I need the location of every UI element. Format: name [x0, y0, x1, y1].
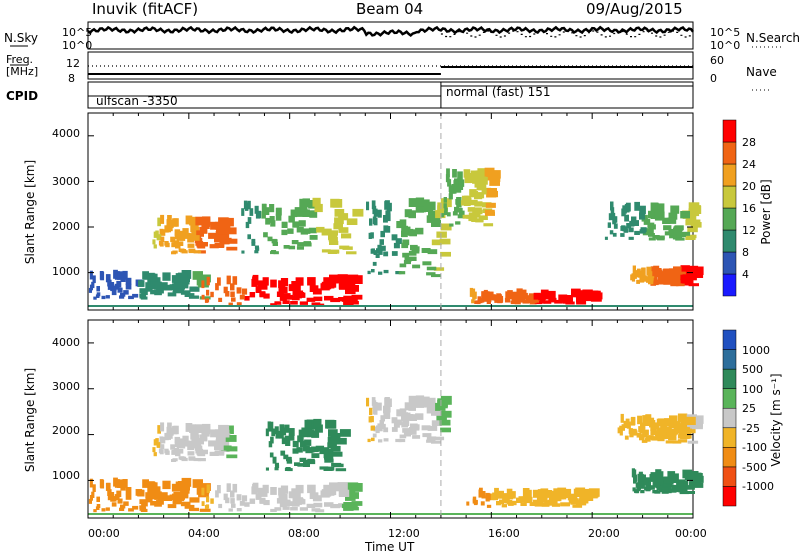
velocity-ytick-3000: 3000 — [52, 380, 80, 393]
velocity-colorbar-tick-6: -500 — [742, 460, 767, 474]
beam-title: Beam 04 — [356, 0, 424, 18]
power-ytick-2000: 2000 — [52, 220, 80, 233]
power-colorbar-tick-4: 12 — [742, 224, 756, 237]
velocity-region-4 — [366, 395, 452, 444]
power-colorbar-swatch-4 — [722, 185, 737, 209]
velocity-colorbar-swatch-4 — [722, 407, 737, 429]
velocity-region-7 — [617, 413, 704, 444]
power-colorbar-swatch-5 — [722, 163, 737, 187]
nave-tick-top: 60 — [710, 54, 724, 67]
velocity-ytick-4000: 4000 — [52, 336, 80, 349]
velocity-ylabel: Slant Range [km] — [23, 367, 37, 473]
cpid-panel — [87, 81, 694, 109]
power-colorbar-tick-2: 20 — [742, 180, 756, 193]
nsky-line — [87, 25, 694, 38]
power-colorbar-swatch-1 — [722, 251, 737, 275]
velocity-ytick-1000: 1000 — [52, 469, 80, 482]
xtick-3: 12:00 — [388, 527, 420, 540]
power-region-8 — [604, 201, 702, 241]
power-region-1 — [152, 214, 238, 255]
power-region-7 — [630, 265, 704, 287]
xtick-4: 16:00 — [488, 527, 520, 540]
velocity-region-0 — [88, 477, 211, 513]
power-colorbar-swatch-0 — [722, 273, 737, 297]
nsky-tick-top: 10^5 — [62, 26, 93, 39]
freq-line — [88, 66, 693, 75]
x-axis-label: Time UT — [365, 540, 415, 554]
velocity-colorbar-tick-1: 500 — [742, 363, 763, 377]
xtick-2: 08:00 — [288, 527, 320, 540]
velocity-colorbar-swatch-6 — [722, 368, 737, 389]
nsearch-tick-top: 10^5 — [710, 26, 741, 39]
power-colorbar-swatch-6 — [722, 141, 737, 165]
velocity-region-3 — [265, 418, 351, 472]
power-colorbar-swatch-7 — [722, 119, 737, 143]
power-colorbar-label: Power [dB] — [759, 179, 773, 245]
power-ytick-3000: 3000 — [52, 175, 80, 188]
velocity-region-5 — [466, 487, 600, 508]
power-region-6 — [469, 287, 603, 305]
velocity-colorbar-swatch-2 — [722, 447, 737, 468]
freq-label: Freq. — [6, 53, 34, 66]
velocity-region-1 — [152, 422, 238, 462]
power-colorbar-tick-1: 24 — [742, 158, 756, 171]
velocity-colorbar-swatch-5 — [722, 388, 737, 409]
nsky-panel — [87, 21, 694, 50]
xtick-6: 00:00 — [675, 527, 707, 540]
velocity-ytick-2000: 2000 — [52, 424, 80, 437]
nsearch-label: N.Search — [746, 31, 800, 45]
power-colorbar-swatch-2 — [722, 229, 737, 253]
velocity-colorbar-tick-4: -25 — [742, 421, 760, 435]
xtick-0: 00:00 — [88, 527, 120, 540]
velocity-colorbar-tick-7: -1000 — [742, 480, 774, 494]
xtick-1: 04:00 — [188, 527, 220, 540]
velocity-colorbar-tick-5: -100 — [742, 441, 767, 455]
nave-tick-bottom: 0 — [710, 72, 717, 85]
nsky-tick-bottom: 10^0 — [62, 39, 93, 52]
velocity-colorbar-tick-3: 25 — [742, 402, 756, 416]
velocity-colorbar-swatch-0 — [722, 486, 737, 507]
power-ytick-1000: 1000 — [52, 265, 80, 278]
velocity-colorbar-swatch-3 — [722, 427, 737, 448]
freq-unit-label: [MHz] — [6, 65, 39, 78]
nsearch-tick-bottom: 10^0 — [710, 39, 741, 52]
date-title: 09/Aug/2015 — [586, 0, 683, 18]
cpid-mode-2: normal (fast) 151 — [446, 85, 551, 99]
nave-label: Nave — [746, 65, 777, 79]
velocity-colorbar-swatch-8 — [722, 329, 737, 350]
freq-tick-bottom: 8 — [68, 72, 75, 85]
power-region-3 — [241, 197, 364, 255]
power-ytick-4000: 4000 — [52, 127, 80, 140]
velocity-region-2 — [201, 482, 363, 513]
velocity-colorbar-tick-0: 1000 — [742, 343, 770, 357]
station-title: Inuvik (fitACF) — [92, 0, 199, 18]
velocity-colorbar-swatch-7 — [722, 349, 737, 370]
freq-tick-top: 12 — [66, 57, 80, 70]
power-colorbar-tick-0: 28 — [742, 136, 756, 149]
nsky-label: N.Sky — [4, 31, 39, 45]
power-region-5 — [441, 167, 501, 227]
power-colorbar-swatch-3 — [722, 207, 737, 231]
velocity-colorbar-tick-2: 100 — [742, 382, 763, 396]
power-region-2 — [201, 274, 363, 307]
cpid-mode-1: ulfscan -3350 — [96, 94, 178, 108]
velocity-colorbar-label: Velocity [m s⁻¹] — [769, 373, 783, 467]
velocity-colorbar-swatch-1 — [722, 466, 737, 487]
power-colorbar-tick-5: 8 — [742, 246, 749, 259]
power-ylabel: Slant Range [km] — [23, 159, 37, 265]
power-colorbar-tick-3: 16 — [742, 202, 756, 215]
velocity-region-6 — [631, 468, 704, 495]
nsearch-dots — [440, 30, 691, 38]
cpid-label: CPID — [6, 89, 39, 103]
power-colorbar-tick-6: 4 — [742, 268, 749, 281]
xtick-5: 20:00 — [588, 527, 620, 540]
